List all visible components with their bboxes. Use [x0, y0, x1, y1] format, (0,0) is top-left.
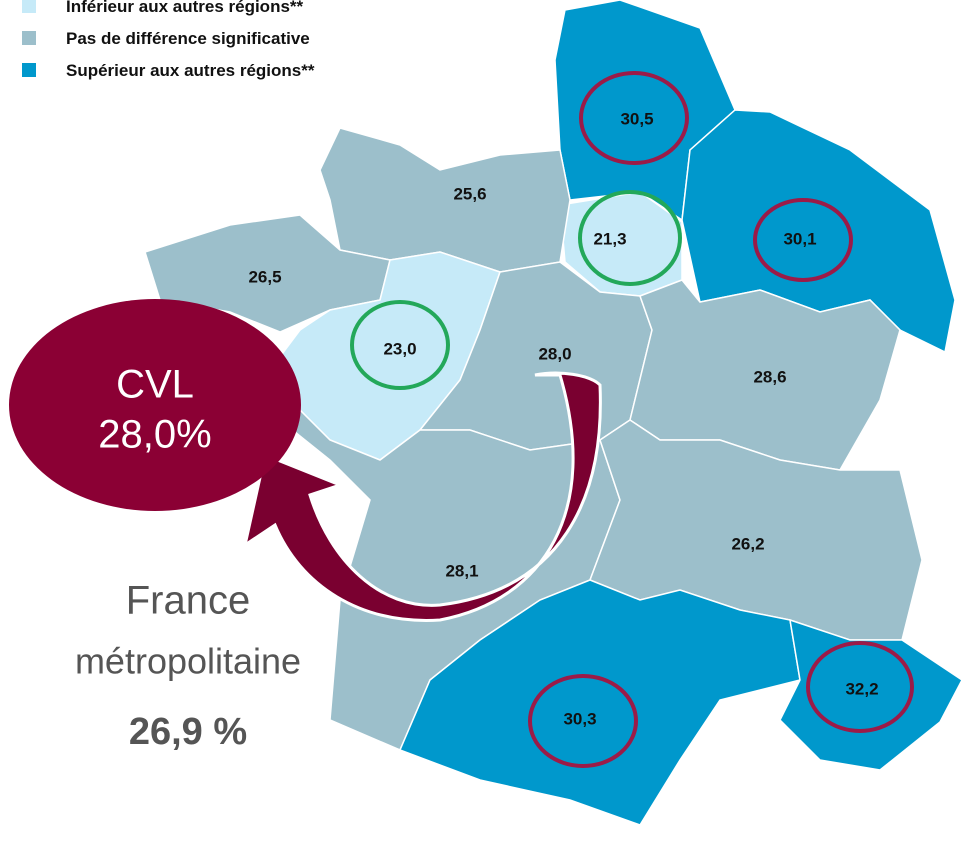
region-value: 30,1: [783, 229, 816, 248]
regions: 30,5 30,1 21,3 25,6 26,5 23,0 28,0 28,6 28,1 26,2…: [144, 0, 963, 826]
legend-swatch: [22, 31, 36, 45]
region: [319, 127, 571, 273]
region-value: 26,5: [248, 267, 281, 286]
region-value: 30,5: [620, 109, 653, 128]
region-value: 25,6: [453, 184, 486, 203]
highlight-ring: [579, 71, 689, 165]
region-value: 28,6: [753, 367, 786, 386]
region-value: 32,2: [845, 679, 878, 698]
callout-bubble: [9, 299, 301, 511]
arrow: [242, 371, 602, 622]
legend-swatch: [22, 0, 36, 13]
legend-label: Pas de différence significative: [66, 29, 310, 48]
region-value: 28,0: [538, 344, 571, 363]
highlight-ring: [578, 190, 682, 286]
national-value: 26,9 %: [129, 711, 247, 753]
legend: Inférieur aux autres régions** Pas de dif…: [22, 0, 315, 80]
callout-title: CVL: [116, 363, 194, 407]
callout-value: 28,0%: [98, 413, 211, 457]
legend-label: Inférieur aux autres régions**: [66, 0, 304, 16]
national-label: France: [126, 579, 251, 623]
region-value: 23,0: [383, 339, 416, 358]
region-value: 28,1: [445, 561, 478, 580]
region-value: 21,3: [593, 229, 626, 248]
region-value: 30,3: [563, 709, 596, 728]
highlight-ring: [350, 300, 450, 390]
highlight-ring: [753, 198, 853, 282]
region-value: 26,2: [731, 534, 764, 553]
legend-swatch: [22, 63, 36, 77]
national-label: métropolitaine: [75, 641, 301, 682]
highlight-ring: [806, 641, 914, 733]
highlight-ring: [528, 674, 638, 768]
region: [779, 618, 963, 771]
legend-label: Supérieur aux autres régions**: [66, 61, 315, 80]
